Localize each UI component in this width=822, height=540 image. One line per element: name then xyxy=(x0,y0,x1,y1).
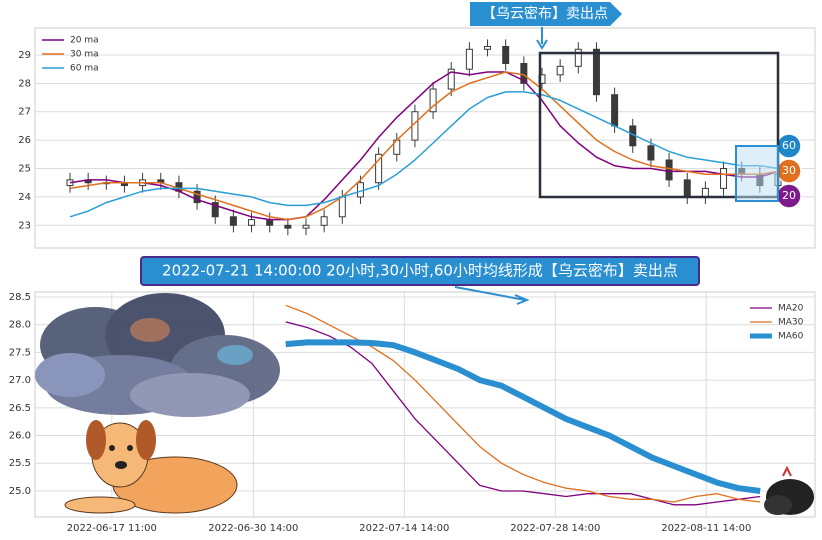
candle-body xyxy=(611,94,619,127)
legend-label: MA20 xyxy=(778,304,804,314)
ma-badge-label: 60 xyxy=(782,139,796,152)
candle-body xyxy=(248,219,256,226)
legend-label: 20 ma xyxy=(70,36,99,46)
candle-body xyxy=(429,88,437,113)
y-tick-label: 28 xyxy=(18,78,31,89)
ma-badge-label: 30 xyxy=(782,164,796,177)
dog xyxy=(64,420,238,514)
y-tick-label: 28.5 xyxy=(9,292,31,303)
highlight-box xyxy=(735,145,779,202)
candle-body xyxy=(266,219,274,226)
y-tick-label: 24 xyxy=(18,192,31,203)
y-tick-label: 26 xyxy=(18,135,31,146)
x-tick-label: 2022-06-30 14:00 xyxy=(208,523,298,534)
ma-line xyxy=(285,339,761,494)
y-tick-label: 26.5 xyxy=(9,403,31,414)
y-tick-label: 27 xyxy=(18,107,31,118)
y-tick-label: 26.0 xyxy=(9,431,31,442)
candle-body xyxy=(465,48,473,70)
y-tick-label: 29 xyxy=(18,50,31,61)
ma-badge-label: 20 xyxy=(782,189,796,202)
top-plot-area xyxy=(34,27,816,249)
banner-bg xyxy=(140,256,700,286)
candle-body xyxy=(683,179,691,198)
signal-label: 【乌云密布】卖出点 xyxy=(482,5,608,22)
x-tick-label: 2022-07-14 14:00 xyxy=(359,523,449,534)
ma-line xyxy=(69,71,779,221)
candle-body xyxy=(338,196,346,218)
x-tick-label: 2022-07-28 14:00 xyxy=(510,523,600,534)
ma-line xyxy=(285,321,761,506)
candle-body xyxy=(520,62,528,84)
y-tick-label: 25 xyxy=(18,164,31,175)
legend-label: MA30 xyxy=(778,318,804,328)
legend-label: 60 ma xyxy=(70,64,99,74)
y-tick-label: 27.5 xyxy=(9,347,31,358)
small-storm xyxy=(764,465,814,515)
legend-label: MA60 xyxy=(778,332,804,342)
storm-cloud xyxy=(35,293,280,417)
candle-body xyxy=(592,48,600,96)
signal-label-bg xyxy=(470,2,622,26)
candle-body xyxy=(665,159,673,181)
candle-body xyxy=(574,48,582,67)
signal-box xyxy=(538,51,780,199)
legend-label: 30 ma xyxy=(70,50,99,60)
banner: 2022-07-21 14:00:00 20小时,30小时,60小时均线形成【乌… xyxy=(162,262,678,280)
y-tick-label: 28.0 xyxy=(9,320,31,331)
candle-body xyxy=(556,65,564,76)
decor xyxy=(35,2,814,515)
candle-body xyxy=(284,224,292,229)
candle-body xyxy=(375,153,383,184)
candle-body xyxy=(447,68,455,90)
candle-body xyxy=(193,190,201,204)
x-tick-label: 2022-08-11 14:00 xyxy=(661,523,751,534)
candle-body xyxy=(720,168,728,189)
candle-body xyxy=(211,202,219,218)
ma-line xyxy=(69,91,779,218)
x-tick-label: 2022-06-17 11:00 xyxy=(67,523,157,534)
y-tick-label: 25.5 xyxy=(9,458,31,469)
candle-body xyxy=(320,216,328,226)
candle-body xyxy=(302,224,310,229)
candle-body xyxy=(647,145,655,161)
y-tick-label: 25.0 xyxy=(9,486,31,497)
y-tick-label: 27.0 xyxy=(9,375,31,386)
candle-body xyxy=(502,45,510,64)
candle-body xyxy=(229,216,237,226)
candle-body xyxy=(484,45,492,50)
banner-arrow xyxy=(454,286,530,305)
candle-body xyxy=(701,187,709,198)
signal-arrow xyxy=(536,27,548,50)
ma-line xyxy=(69,71,779,221)
y-tick-label: 23 xyxy=(18,220,31,231)
